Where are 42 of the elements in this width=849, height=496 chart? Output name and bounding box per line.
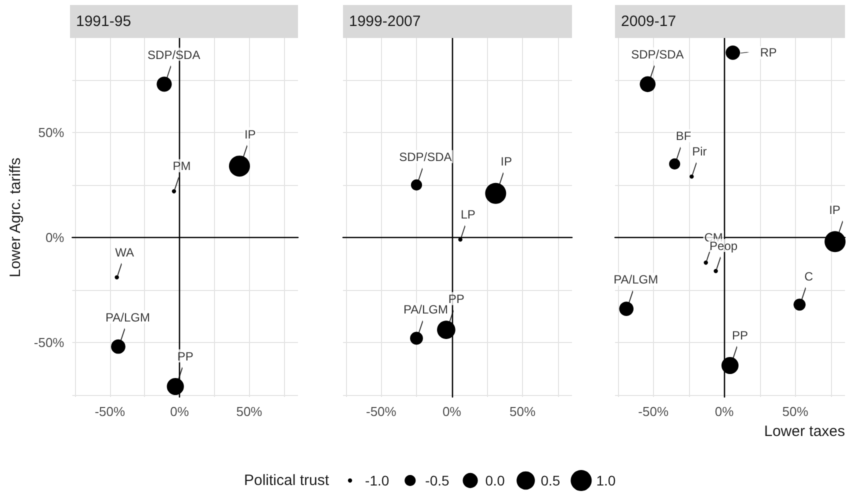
annotation: C (804, 269, 814, 284)
annotation: LP (460, 208, 476, 222)
annotation: PP (732, 328, 748, 342)
x-tick-label: 50% (236, 404, 263, 419)
x-tick-label: 50% (782, 404, 809, 419)
chart-title: 1991-95 (70, 5, 298, 38)
x-tick-label: -50% (94, 404, 126, 419)
annotation: WA (115, 245, 134, 260)
x-tick-label: 50% (510, 404, 536, 419)
annotation: BF (676, 129, 692, 144)
y-tick-label: -50% (34, 334, 65, 350)
legend-label: 0.5 (540, 472, 560, 488)
annotation: PA/LGM (404, 302, 448, 317)
annotation: PP (448, 292, 464, 306)
legend-label: -0.5 (425, 472, 450, 488)
annotation: SDP/SDA (631, 48, 684, 62)
annotation: IP (244, 127, 256, 142)
annotation: PA/LGM (106, 310, 150, 325)
legend-label: -1.0 (365, 472, 390, 488)
y-tick-label: 0% (45, 230, 65, 245)
x-axis-title: Lower taxes (764, 423, 845, 440)
legend-label: 0.0 (485, 472, 505, 488)
y-tick-label: 50% (38, 124, 65, 140)
x-tick-label: 0% (714, 404, 734, 419)
x-tick-label: -50% (638, 404, 669, 419)
x-tick-label: 0% (442, 404, 462, 419)
annotation: IP (500, 154, 512, 169)
legend-label: 1.0 (596, 472, 616, 488)
y-axis-title: Lower Agrc. tariffs (7, 158, 24, 278)
annotation: IP (829, 202, 840, 217)
annotation: PP (177, 349, 194, 364)
annotation: PM (172, 159, 191, 174)
annotation: PA/LGM (614, 272, 658, 287)
annotation: Pir (692, 144, 707, 159)
chart-title: 1999-2007 (343, 5, 572, 38)
annotation: RP (760, 46, 777, 60)
x-tick-label: -50% (366, 404, 397, 419)
annotation: SDP/SDA (399, 150, 452, 164)
x-tick-label: 0% (170, 404, 190, 419)
chart-title: 2009-17 (615, 5, 845, 38)
legend-title: Political trust (244, 472, 330, 489)
annotation: SDP/SDA (148, 48, 200, 62)
